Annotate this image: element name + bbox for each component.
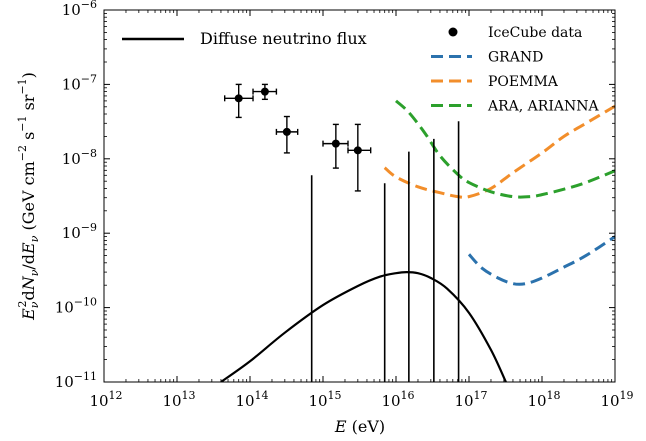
legend-label-grand: GRAND xyxy=(488,50,543,66)
y-tick-label: 10−6 xyxy=(62,0,97,19)
icecube-point xyxy=(353,146,362,155)
legend-label-ara-arianna: ARA, ARIANNA xyxy=(487,99,599,115)
icecube-point xyxy=(234,94,243,103)
x-tick-label: 1019 xyxy=(600,389,633,410)
x-tick-label: 1017 xyxy=(454,389,487,410)
series-line-grand xyxy=(467,235,615,286)
x-tick-label: 1018 xyxy=(527,389,560,410)
x-tick-label: 1014 xyxy=(235,389,268,410)
plot-frame xyxy=(103,9,616,383)
icecube-point xyxy=(260,87,269,96)
x-axis-label: E (eV) xyxy=(334,417,385,436)
icecube-points-layer xyxy=(223,83,372,192)
y-axis-label: Eν2dNν/dEν (GeV cm−2 s−1 sr−1) xyxy=(16,72,41,321)
legend-marker-icecube-data xyxy=(448,27,458,37)
upper-limits-layer xyxy=(310,121,460,382)
series-layer xyxy=(220,99,615,382)
series-line-diffuse-neutrino-flux xyxy=(220,270,507,382)
legend-label-poemma: POEMMA xyxy=(488,74,559,90)
icecube-point xyxy=(331,139,340,148)
legend-left: Diffuse neutrino flux xyxy=(122,29,367,48)
ticks-layer: 1012 1013 1014 1015 1016 1017 1018 1019 10−11 10−… xyxy=(55,0,634,410)
x-tick-label: 1015 xyxy=(308,389,341,410)
y-tick-label: 10−10 xyxy=(55,296,97,317)
series-line-poemma xyxy=(383,104,615,199)
x-tick-label: 1013 xyxy=(162,389,195,410)
series-line-ara-arianna xyxy=(394,99,615,199)
y-tick-label: 10−8 xyxy=(62,147,97,168)
y-tick-label: 10−11 xyxy=(55,370,97,391)
icecube-point xyxy=(282,127,291,136)
y-tick-label: 10−9 xyxy=(62,221,97,242)
legend-right: IceCube data GRAND POEMMA ARA, ARIANNA xyxy=(431,25,599,115)
y-tick-label: 10−7 xyxy=(62,72,97,93)
x-tick-label: 1012 xyxy=(89,389,122,410)
x-tick-label: 1016 xyxy=(381,389,414,410)
legend-label-diffuse: Diffuse neutrino flux xyxy=(200,29,367,48)
legend-label-icecube-data: IceCube data xyxy=(488,25,582,41)
